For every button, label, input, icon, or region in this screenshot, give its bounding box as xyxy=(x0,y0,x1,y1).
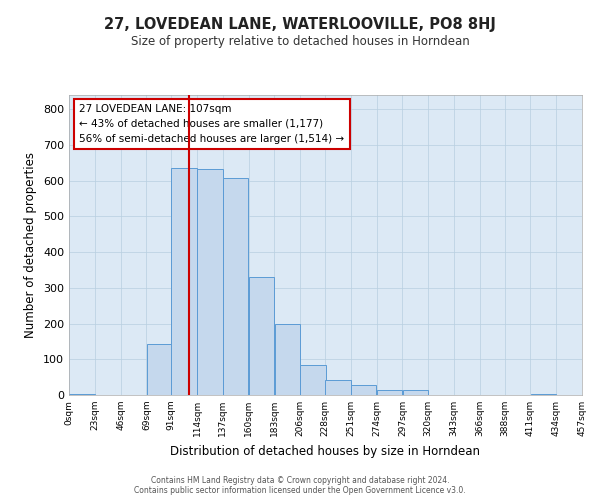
Bar xyxy=(146,344,172,395)
Text: 27 LOVEDEAN LANE: 107sqm
← 43% of detached houses are smaller (1,177)
56% of sem: 27 LOVEDEAN LANE: 107sqm ← 43% of detach… xyxy=(79,104,344,144)
Bar xyxy=(325,380,350,395)
Bar xyxy=(377,390,402,395)
Bar xyxy=(172,168,197,395)
Text: Contains HM Land Registry data © Crown copyright and database right 2024.: Contains HM Land Registry data © Crown c… xyxy=(151,476,449,485)
Text: Size of property relative to detached houses in Horndean: Size of property relative to detached ho… xyxy=(131,35,469,48)
Bar xyxy=(530,394,556,395)
Bar xyxy=(301,366,326,395)
Bar xyxy=(197,170,223,395)
Bar xyxy=(351,386,376,395)
Bar xyxy=(403,390,428,395)
Text: Contains public sector information licensed under the Open Government Licence v3: Contains public sector information licen… xyxy=(134,486,466,495)
Bar xyxy=(69,394,95,395)
X-axis label: Distribution of detached houses by size in Horndean: Distribution of detached houses by size … xyxy=(170,444,481,458)
Bar xyxy=(275,324,300,395)
Bar xyxy=(223,178,248,395)
Bar xyxy=(249,277,274,395)
Y-axis label: Number of detached properties: Number of detached properties xyxy=(25,152,37,338)
Text: 27, LOVEDEAN LANE, WATERLOOVILLE, PO8 8HJ: 27, LOVEDEAN LANE, WATERLOOVILLE, PO8 8H… xyxy=(104,18,496,32)
